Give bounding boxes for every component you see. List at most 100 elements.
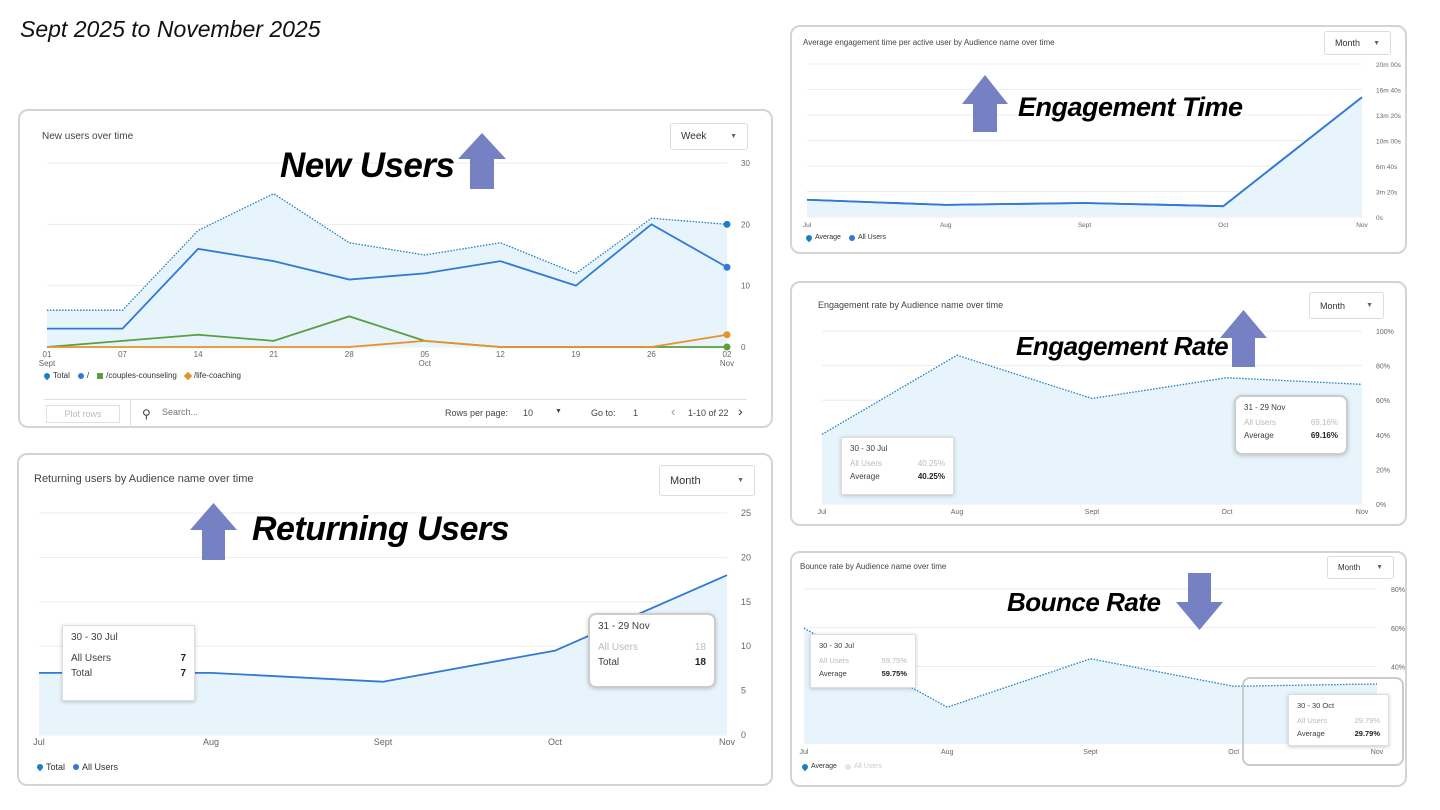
data-point	[956, 354, 958, 356]
annotation-engagement-rate: Engagement Rate	[1016, 331, 1229, 361]
legend-life[interactable]: /life-coaching	[183, 371, 241, 380]
legend: Average All Users	[804, 233, 886, 242]
legend-root[interactable]: /	[77, 371, 89, 380]
circle-icon	[848, 234, 855, 241]
x-tick-label: Jul	[818, 509, 827, 516]
x-tick-label: 14	[194, 350, 203, 359]
go-to-input[interactable]: 1	[633, 408, 639, 418]
tooltip-value: 29.79%	[1354, 716, 1380, 725]
search-input[interactable]	[160, 406, 344, 418]
data-point	[575, 346, 577, 348]
tooltip-value: 69.16%	[1310, 431, 1338, 440]
x-tick-label: Jul	[33, 737, 45, 747]
data-point	[806, 199, 808, 201]
tooltip-jul: 30 - 30 Jul All Users 7 Total 7	[62, 625, 195, 701]
series-area	[39, 575, 727, 735]
legend-average[interactable]: Average	[800, 762, 837, 771]
data-point	[803, 627, 805, 629]
caret-down-icon[interactable]: ▼	[555, 408, 562, 415]
period-select[interactable]: Month ▼	[1327, 556, 1394, 579]
annotation-engagement-time: Engagement Time	[1018, 92, 1243, 122]
data-point	[1233, 685, 1235, 687]
prev-page-icon[interactable]: ‹	[671, 404, 676, 419]
y-tick-label: 60%	[1391, 626, 1405, 633]
y-tick-label: 10	[741, 641, 751, 651]
period-select[interactable]: Week ▼	[670, 123, 748, 150]
period-select[interactable]: Month ▼	[659, 465, 755, 496]
legend-label: /couples-counseling	[106, 371, 177, 380]
arrow-down-icon	[1176, 573, 1223, 630]
data-point	[348, 316, 350, 318]
annotation-bounce-rate: Bounce Rate	[1007, 587, 1161, 617]
y-tick-label: 0s	[1376, 215, 1384, 222]
series-line-average	[821, 354, 1363, 435]
caret-down-icon: ▼	[1373, 39, 1380, 47]
data-point	[723, 220, 731, 228]
series-area	[804, 628, 1377, 744]
tooltip-jul: 30 - 30 Jul All Users 40.25% Average 40.25…	[841, 437, 954, 495]
x-tick-label: 19	[571, 350, 580, 359]
x-tick-label: Oct	[548, 737, 563, 747]
tooltip-date: 30 - 30 Jul	[819, 641, 855, 650]
data-point	[424, 254, 426, 256]
new-users-card: 0 10 20 30 01 Sept 07 14 21 28 05 Oct 12 19 26 02 Nov Ne…	[18, 109, 773, 428]
data-point	[210, 672, 212, 674]
returning-users-card: 0 5 10 15 20 25 Jul Aug Sept Oct Nov Returning use…	[17, 453, 773, 786]
divider	[44, 399, 747, 400]
y-tick-label: 20m 00s	[1376, 62, 1402, 69]
data-point	[575, 285, 577, 287]
tooltip-label: Total	[71, 668, 93, 679]
legend-label: Average	[811, 763, 837, 770]
legend-total[interactable]: Total	[42, 371, 70, 380]
arrow-up-icon	[1220, 310, 1267, 367]
legend-average[interactable]: Average	[804, 233, 841, 242]
period-select[interactable]: Month ▼	[1324, 31, 1391, 55]
data-point	[554, 650, 556, 652]
tooltip-label: All Users	[850, 459, 883, 468]
circle-icon	[77, 372, 84, 379]
legend-label: All Users	[853, 763, 882, 770]
period-select[interactable]: Month ▼	[1309, 292, 1384, 319]
data-point	[945, 204, 947, 206]
data-point	[273, 193, 275, 195]
rows-per-page-label: Rows per page:	[445, 408, 509, 418]
y-tick-label: 15	[741, 597, 751, 607]
data-point	[1361, 96, 1363, 98]
data-point	[1084, 202, 1086, 204]
plot-rows-button[interactable]: Plot rows	[46, 405, 120, 423]
chart-title: Average engagement time per active user …	[803, 38, 1055, 47]
tooltip-value: 59.75%	[881, 656, 907, 665]
data-point	[122, 340, 124, 342]
legend-all-users[interactable]: All Users	[73, 762, 118, 772]
x-tick-label: Nov	[719, 737, 736, 747]
y-tick-label: 20	[741, 220, 750, 229]
legend: Average All Users	[800, 762, 882, 771]
tooltip-label: Total	[598, 657, 620, 668]
highlight-box	[1242, 677, 1404, 766]
next-page-icon[interactable]: ›	[738, 403, 743, 419]
legend-all-users[interactable]: All Users	[844, 763, 882, 770]
x-tick-label: Jul	[803, 222, 812, 229]
data-point	[197, 248, 199, 250]
y-tick-label: 100%	[1376, 329, 1394, 336]
rows-per-page-select[interactable]: 10	[523, 408, 534, 418]
data-point	[273, 340, 275, 342]
tooltip-value: 18	[694, 657, 706, 668]
y-tick-label: 0%	[1376, 502, 1386, 509]
legend-total[interactable]: Total	[35, 762, 65, 772]
tooltip-label: All Users	[819, 656, 850, 665]
legend: Total / /couples-counseling /life-coachi…	[42, 371, 241, 380]
x-tick-label: 26	[647, 350, 656, 359]
y-tick-label: 3m 20s	[1376, 190, 1398, 197]
tooltip-label: All Users	[1297, 716, 1328, 725]
chart-title: Returning users by Audience name over ti…	[34, 473, 254, 485]
legend-couples[interactable]: /couples-counseling	[97, 371, 177, 380]
data-point	[197, 334, 199, 336]
data-point	[38, 672, 40, 674]
series-line-all-users	[806, 96, 1363, 208]
legend-all-users[interactable]: All Users	[848, 234, 886, 241]
series-area	[807, 97, 1362, 217]
tooltip-date: 30 - 30 Jul	[71, 632, 118, 643]
y-tick-label: 0	[741, 730, 746, 740]
